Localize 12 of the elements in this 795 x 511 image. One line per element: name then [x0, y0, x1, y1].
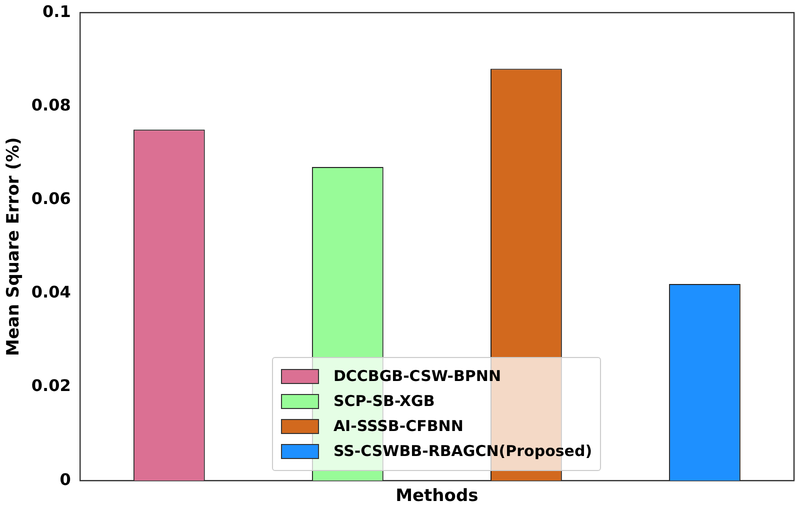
legend-label: SS-CSWBB-RBAGCN(Proposed) — [333, 442, 592, 460]
x-axis-title: Methods — [396, 486, 478, 506]
y-axis-title: Mean Square Error (%) — [4, 137, 24, 356]
y-tick-label: 0.1 — [42, 2, 71, 21]
y-tick-label: 0.08 — [31, 95, 71, 114]
y-tick-label: 0.06 — [31, 188, 71, 208]
y-tick-label: 0 — [60, 470, 71, 489]
legend-label: DCCBGB-CSW-BPNN — [333, 367, 502, 386]
legend-label: SCP-SB-XGB — [333, 392, 435, 410]
legend-label: AI-SSSB-CFBNN — [333, 417, 464, 436]
y-tick-label: 0.04 — [31, 282, 71, 302]
y-tick-label: 0.02 — [31, 376, 71, 396]
